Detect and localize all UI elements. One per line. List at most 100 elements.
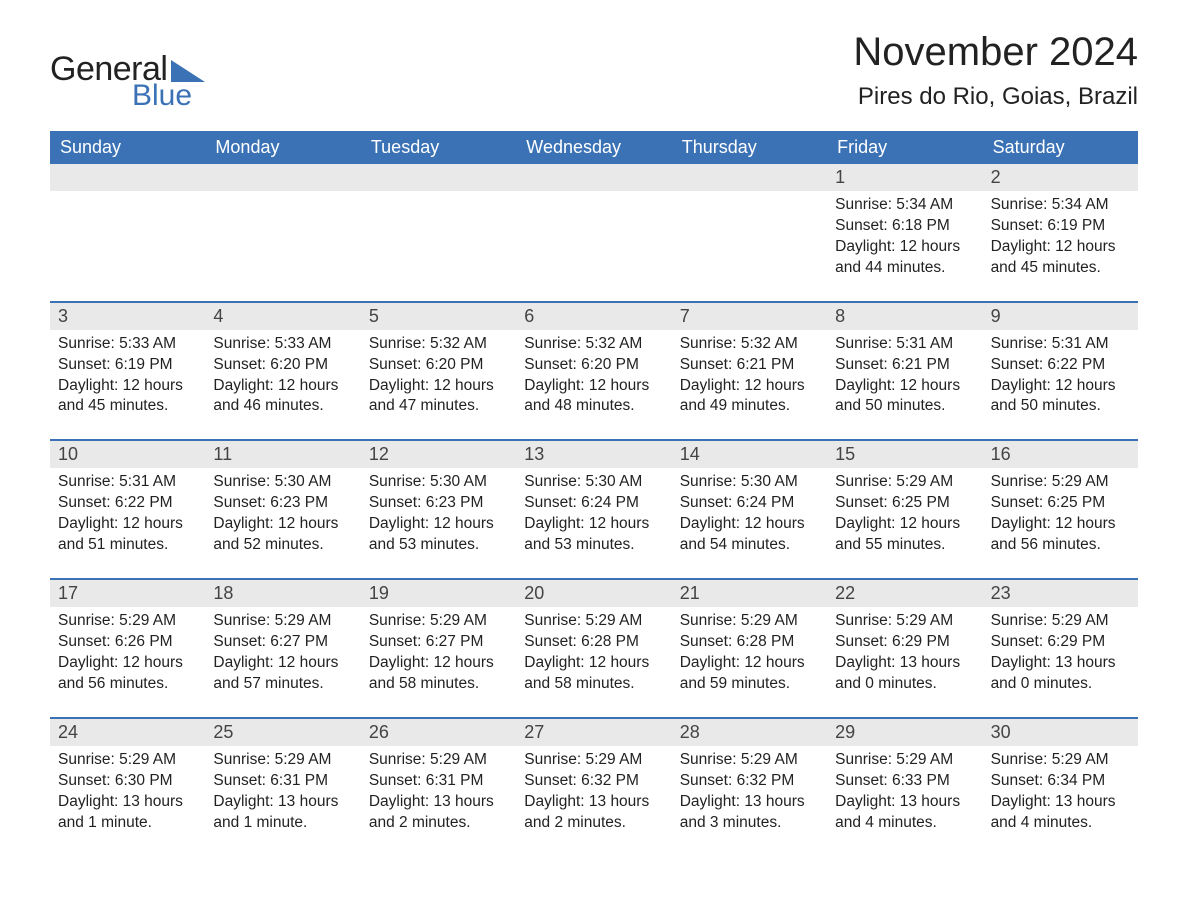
sunset-line: Sunset: 6:32 PM [680,771,819,792]
daylight-line: and 2 minutes. [524,813,663,834]
day-number: 27 [524,722,544,742]
daylight-line: and 55 minutes. [835,535,974,556]
day-number-row: 9 [983,303,1138,330]
daylight-line: Daylight: 12 hours [835,514,974,535]
daylight-line: Daylight: 12 hours [680,653,819,674]
day-cell: 18Sunrise: 5:29 AMSunset: 6:27 PMDayligh… [205,580,360,699]
day-cell: 14Sunrise: 5:30 AMSunset: 6:24 PMDayligh… [672,441,827,560]
day-number: 19 [369,583,389,603]
sunrise-line: Sunrise: 5:31 AM [991,334,1130,355]
day-number: 9 [991,306,1001,326]
sunrise-line: Sunrise: 5:31 AM [58,472,197,493]
sunset-line: Sunset: 6:27 PM [369,632,508,653]
sunset-line: Sunset: 6:26 PM [58,632,197,653]
sunrise-line: Sunrise: 5:29 AM [58,611,197,632]
day-cell: 27 Sunrise: 5:29 AMSunset: 6:32 PMDayligh… [516,719,671,838]
daylight-line: and 4 minutes. [991,813,1130,834]
day-number: 23 [991,583,1011,603]
sunset-line: Sunset: 6:19 PM [991,216,1130,237]
day-number-row: 24 [50,719,205,746]
day-number-row: 23 [983,580,1138,607]
daylight-line: Daylight: 13 hours [991,653,1130,674]
day-cell: 8Sunrise: 5:31 AMSunset: 6:21 PMDaylight… [827,303,982,422]
daylight-line: Daylight: 13 hours [680,792,819,813]
logo: General Blue [50,30,205,113]
daylight-line: Daylight: 13 hours [835,792,974,813]
day-number-row: 27 [516,719,671,746]
sunset-line: Sunset: 6:22 PM [58,493,197,514]
logo-word-2: Blue [132,79,205,113]
day-number-row: 30 [983,719,1138,746]
sunrise-line: Sunrise: 5:29 AM [680,750,819,771]
day-number-row: . [361,164,516,191]
sunset-line: Sunset: 6:21 PM [835,355,974,376]
day-number-row: 22 [827,580,982,607]
sunrise-line: Sunrise: 5:29 AM [835,472,974,493]
day-number-row: 11 [205,441,360,468]
daylight-line: and 1 minute. [213,813,352,834]
daylight-line: and 48 minutes. [524,396,663,417]
day-cell: 6Sunrise: 5:32 AMSunset: 6:20 PMDaylight… [516,303,671,422]
day-number: 4 [213,306,223,326]
day-number: 12 [369,444,389,464]
sunset-line: Sunset: 6:25 PM [991,493,1130,514]
sunset-line: Sunset: 6:33 PM [835,771,974,792]
sunrise-line: Sunrise: 5:29 AM [369,611,508,632]
day-number: 10 [58,444,78,464]
sunset-line: Sunset: 6:22 PM [991,355,1130,376]
day-number-row: . [50,164,205,191]
day-number-row: 21 [672,580,827,607]
day-body: Sunrise: 5:29 AMSunset: 6:25 PMDaylight:… [983,468,1138,556]
location-subtitle: Pires do Rio, Goias, Brazil [853,83,1138,111]
day-number: 7 [680,306,690,326]
day-number-row: . [516,164,671,191]
daylight-line: Daylight: 13 hours [213,792,352,813]
week-row: 10Sunrise: 5:31 AMSunset: 6:22 PMDayligh… [50,439,1138,560]
daylight-line: Daylight: 13 hours [991,792,1130,813]
day-cell: 21Sunrise: 5:29 AMSunset: 6:28 PMDayligh… [672,580,827,699]
day-number-row: 28 [672,719,827,746]
sunrise-line: Sunrise: 5:32 AM [369,334,508,355]
day-number-row: 16 [983,441,1138,468]
day-number: 14 [680,444,700,464]
day-cell: . [205,164,360,283]
day-cell: 9Sunrise: 5:31 AMSunset: 6:22 PMDaylight… [983,303,1138,422]
week-row: 17Sunrise: 5:29 AMSunset: 6:26 PMDayligh… [50,578,1138,699]
day-number: 11 [213,444,232,464]
day-body: Sunrise: 5:29 AMSunset: 6:27 PMDaylight:… [361,607,516,695]
day-body: Sunrise: 5:31 AMSunset: 6:22 PMDaylight:… [50,468,205,556]
day-body: Sunrise: 5:29 AMSunset: 6:32 PMDaylight:… [516,746,671,834]
weeks-container: .....1Sunrise: 5:34 AMSunset: 6:18 PMDay… [50,164,1138,837]
day-body: Sunrise: 5:33 AMSunset: 6:19 PMDaylight:… [50,330,205,418]
sunrise-line: Sunrise: 5:33 AM [213,334,352,355]
day-number-row: 2 [983,164,1138,191]
day-body: Sunrise: 5:32 AMSunset: 6:20 PMDaylight:… [516,330,671,418]
dow-thursday: Thursday [672,131,827,164]
day-body: Sunrise: 5:29 AMSunset: 6:29 PMDaylight:… [983,607,1138,695]
day-body: Sunrise: 5:30 AMSunset: 6:23 PMDaylight:… [361,468,516,556]
day-cell: 11Sunrise: 5:30 AMSunset: 6:23 PMDayligh… [205,441,360,560]
daylight-line: and 4 minutes. [835,813,974,834]
day-body: Sunrise: 5:29 AMSunset: 6:26 PMDaylight:… [50,607,205,695]
daylight-line: Daylight: 12 hours [213,514,352,535]
day-cell: 15Sunrise: 5:29 AMSunset: 6:25 PMDayligh… [827,441,982,560]
sunrise-line: Sunrise: 5:34 AM [991,195,1130,216]
day-number: 20 [524,583,544,603]
daylight-line: and 50 minutes. [991,396,1130,417]
sunset-line: Sunset: 6:24 PM [524,493,663,514]
day-body: Sunrise: 5:29 AMSunset: 6:31 PMDaylight:… [361,746,516,834]
daylight-line: and 49 minutes. [680,396,819,417]
day-number: 1 [835,167,845,187]
day-cell: 4Sunrise: 5:33 AMSunset: 6:20 PMDaylight… [205,303,360,422]
daylight-line: and 3 minutes. [680,813,819,834]
daylight-line: Daylight: 12 hours [524,514,663,535]
day-body: Sunrise: 5:32 AMSunset: 6:21 PMDaylight:… [672,330,827,418]
day-cell: 25Sunrise: 5:29 AMSunset: 6:31 PMDayligh… [205,719,360,838]
day-number: 21 [680,583,700,603]
sunrise-line: Sunrise: 5:30 AM [680,472,819,493]
sunset-line: Sunset: 6:18 PM [835,216,974,237]
day-number-row: 19 [361,580,516,607]
daylight-line: Daylight: 13 hours [369,792,508,813]
day-cell: 29Sunrise: 5:29 AMSunset: 6:33 PMDayligh… [827,719,982,838]
sunrise-line: Sunrise: 5:29 AM [213,750,352,771]
